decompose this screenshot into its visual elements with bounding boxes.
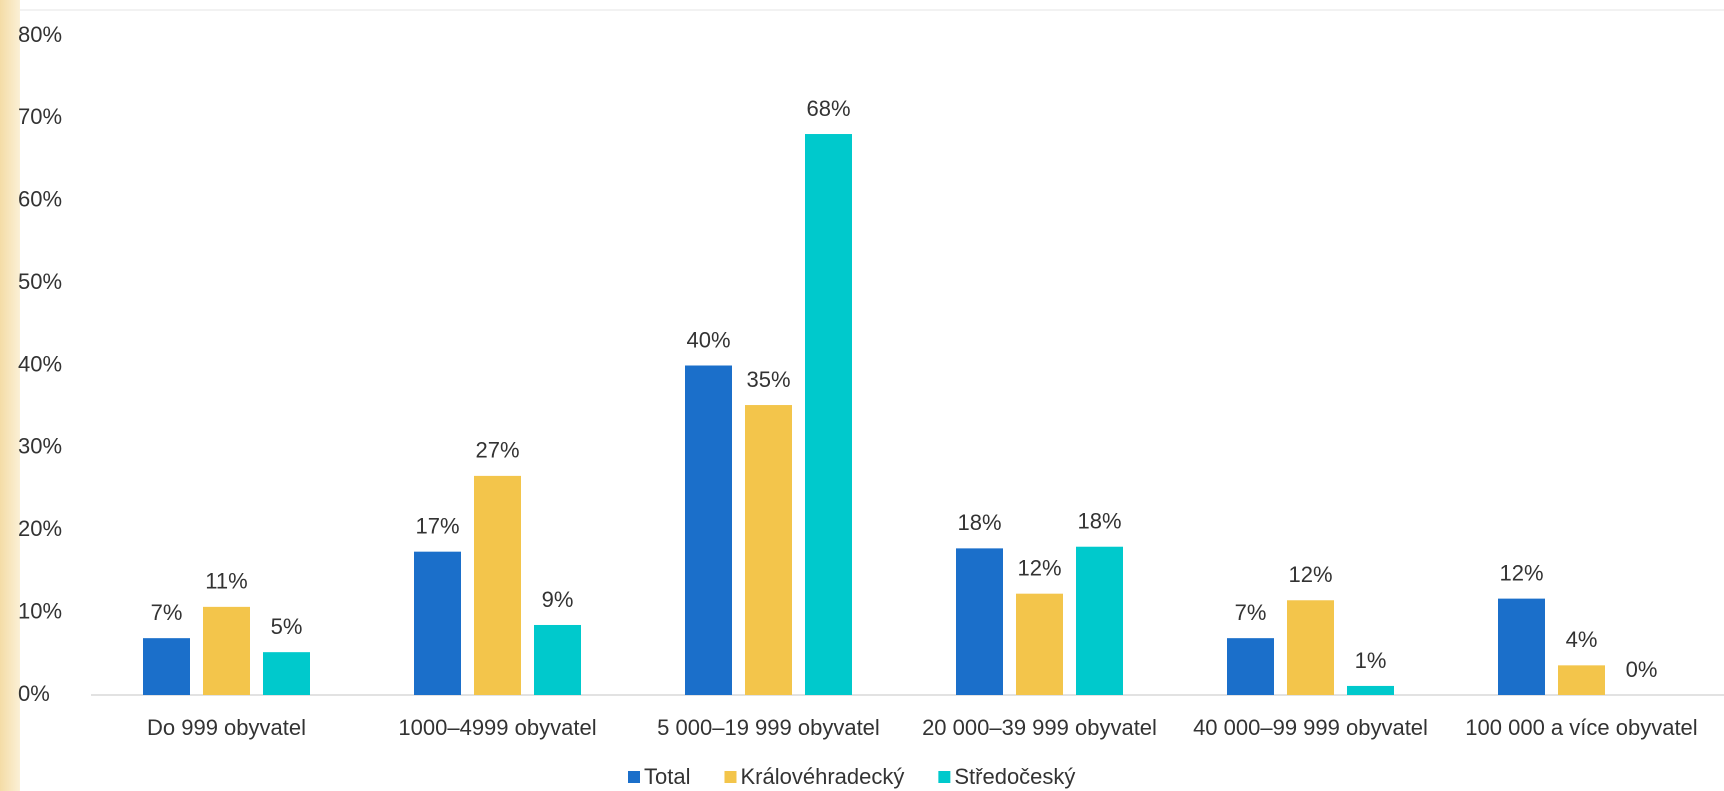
data-label: 68%: [806, 96, 850, 121]
data-label: 17%: [415, 513, 459, 538]
x-tick-label: 40 000–99 999 obyvatel: [1193, 715, 1428, 740]
data-label: 4%: [1566, 627, 1598, 652]
y-tick-label: 50%: [18, 269, 62, 294]
bar: [1558, 665, 1605, 695]
y-tick-label: 20%: [18, 516, 62, 541]
data-label: 27%: [475, 438, 519, 463]
x-tick-label: 1000–4999 obyvatel: [398, 715, 596, 740]
bar: [1227, 638, 1274, 695]
y-tick-label: 30%: [18, 434, 62, 459]
y-tick-label: 0%: [18, 681, 50, 706]
bar: [956, 548, 1003, 695]
legend-swatch: [938, 771, 951, 783]
data-label: 1%: [1355, 648, 1387, 673]
legend-swatch: [724, 771, 737, 783]
y-tick-label: 80%: [18, 22, 62, 47]
data-label: 35%: [746, 367, 790, 392]
data-label: 12%: [1017, 555, 1061, 580]
bar: [685, 365, 732, 695]
bar: [474, 475, 521, 695]
y-tick-label: 10%: [18, 598, 62, 623]
bar: [203, 606, 250, 695]
bar: [534, 624, 581, 695]
x-tick-label: 100 000 a více obyvatel: [1465, 715, 1697, 740]
x-tick-label: 20 000–39 999 obyvatel: [922, 715, 1157, 740]
decor-strip: [0, 0, 20, 791]
x-tick-label: Do 999 obyvatel: [147, 715, 306, 740]
data-label: 40%: [686, 327, 730, 352]
data-label: 7%: [151, 600, 183, 625]
bar: [1498, 598, 1545, 695]
y-tick-label: 70%: [18, 104, 62, 129]
bar: [1076, 546, 1123, 695]
bar: [805, 134, 852, 695]
data-label: 0%: [1626, 657, 1658, 682]
bar: [745, 405, 792, 695]
legend-swatch: [628, 771, 640, 783]
data-label: 9%: [542, 587, 574, 612]
data-label: 12%: [1288, 562, 1332, 587]
bar: [263, 652, 310, 695]
legend-label: Středočeský: [954, 764, 1075, 789]
bar: [1347, 685, 1394, 695]
data-label: 5%: [271, 614, 303, 639]
bar: [1287, 600, 1334, 695]
data-label: 11%: [205, 569, 247, 594]
data-label: 18%: [1077, 509, 1121, 534]
bar: [414, 551, 461, 695]
data-label: 7%: [1235, 600, 1267, 625]
x-tick-label: 5 000–19 999 obyvatel: [657, 715, 880, 740]
y-tick-label: 60%: [18, 187, 62, 212]
bar: [143, 638, 190, 695]
bar: [1016, 593, 1063, 695]
data-label: 12%: [1499, 560, 1543, 585]
y-tick-label: 40%: [18, 351, 62, 376]
legend-label: Total: [644, 764, 690, 789]
legend-label: Královéhradecký: [740, 764, 904, 789]
data-label: 18%: [957, 510, 1001, 535]
